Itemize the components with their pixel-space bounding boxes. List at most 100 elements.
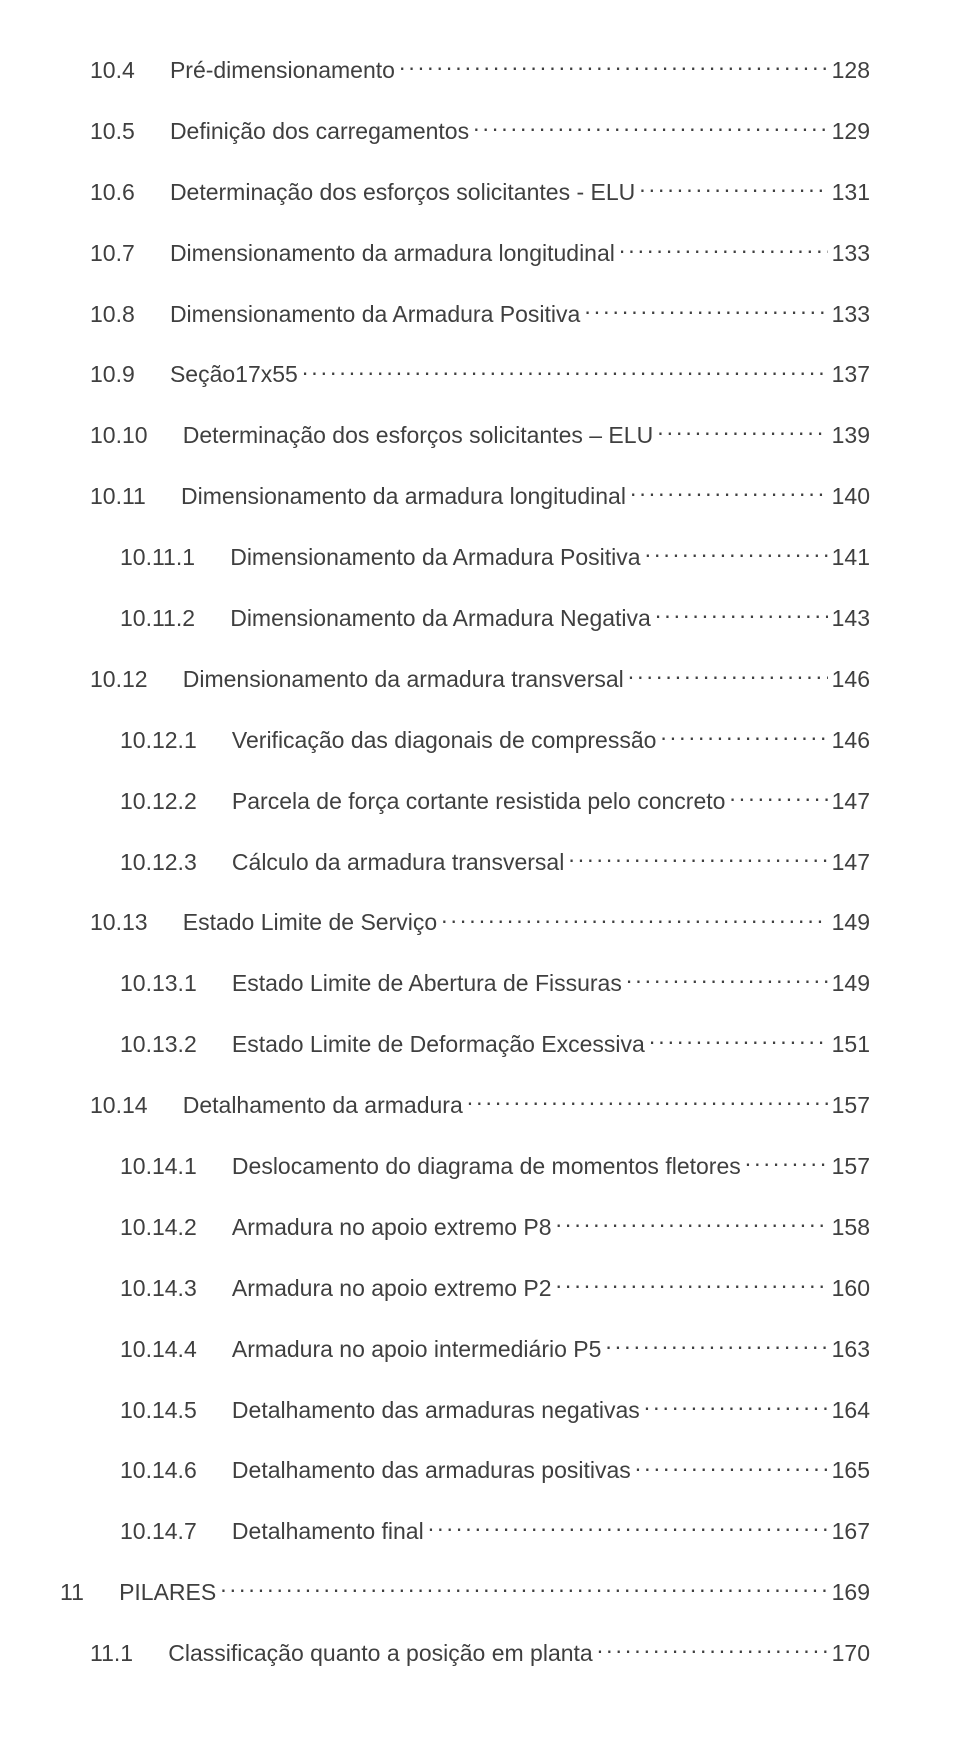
toc-entry-title: Detalhamento final (232, 1517, 424, 1547)
toc-entry-title: Verificação das diagonais de compressão (232, 726, 656, 756)
toc-entry-number: 10.14 (90, 1091, 148, 1121)
toc-entry: 10.14.4 Armadura no apoio intermediário … (60, 1334, 870, 1365)
toc-entry-separator (156, 421, 175, 451)
toc-entry-number: 10.14.1 (120, 1152, 197, 1182)
toc-entry: 10.13.2 Estado Limite de Deformação Exce… (60, 1029, 870, 1060)
toc-entry: 10.4 Pré-dimensionamento 128 (60, 55, 870, 86)
toc-entry-page: 167 (832, 1517, 870, 1547)
toc-entry-number: 10.4 (90, 56, 135, 86)
toc-entry: 10.14.6 Detalhamento das armaduras posit… (60, 1455, 870, 1486)
toc-entry-leader-dots (630, 481, 828, 504)
toc-entry-title: Dimensionamento da armadura longitudinal (181, 482, 626, 512)
toc-entry-separator (205, 1456, 224, 1486)
toc-entry: 10.12.1 Verificação das diagonais de com… (60, 725, 870, 756)
toc-entry-separator (156, 665, 175, 695)
toc-entry-number: 10.7 (90, 239, 135, 269)
toc-entry-separator (143, 56, 162, 86)
toc-entry-leader-dots (597, 1638, 828, 1661)
toc-entry-page: 129 (832, 117, 870, 147)
toc-entry-title: Dimensionamento da armadura transversal (183, 665, 624, 695)
toc-entry-title: Definição dos carregamentos (170, 117, 469, 147)
toc-entry-number: 10.5 (90, 117, 135, 147)
toc-entry-separator (141, 1639, 160, 1669)
toc-entry-page: 170 (832, 1639, 870, 1669)
toc-entry-leader-dots (619, 238, 828, 261)
toc-entry-title: Armadura no apoio extremo P8 (232, 1213, 552, 1243)
toc-entry-leader-dots (657, 420, 827, 443)
toc-entry-leader-dots (584, 299, 827, 322)
toc-entry-number: 11 (60, 1578, 84, 1608)
toc-entry-title: Estado Limite de Deformação Excessiva (232, 1030, 645, 1060)
toc-entry-separator (156, 1091, 175, 1121)
toc-entry-separator (205, 1152, 224, 1182)
toc-entry: 10.11 Dimensionamento da armadura longit… (60, 481, 870, 512)
toc-entry-number: 10.12.2 (120, 787, 197, 817)
toc-entry: 10.5 Definição dos carregamentos 129 (60, 116, 870, 147)
toc-entry-leader-dots (220, 1577, 827, 1600)
toc-entry-title: Armadura no apoio extremo P2 (232, 1274, 552, 1304)
toc-entry: 10.14.3 Armadura no apoio extremo P2 160 (60, 1273, 870, 1304)
toc-entry-title: Parcela de força cortante resistida pelo… (232, 787, 726, 817)
toc-entry-separator (156, 908, 175, 938)
toc-entry-page: 169 (832, 1578, 870, 1608)
toc-entry-title: Estado Limite de Abertura de Fissuras (232, 969, 622, 999)
toc-entry-title: Determinação dos esforços solicitantes -… (170, 178, 635, 208)
toc-entry-separator (205, 1335, 224, 1365)
toc-entry-title: Determinação dos esforços solicitantes –… (183, 421, 653, 451)
toc-entry-page: 131 (832, 178, 870, 208)
toc-entry-page: 157 (832, 1091, 870, 1121)
toc-entry-leader-dots (645, 542, 828, 565)
toc-entry: 10.8 Dimensionamento da Armadura Positiv… (60, 299, 870, 330)
toc-entry-leader-dots (605, 1334, 827, 1357)
toc-entry-page: 146 (832, 665, 870, 695)
toc-entry-number: 10.13 (90, 908, 148, 938)
toc-entry-page: 160 (832, 1274, 870, 1304)
toc-entry-title: Dimensionamento da armadura longitudinal (170, 239, 615, 269)
toc-entry-number: 10.12 (90, 665, 148, 695)
toc-entry-leader-dots (649, 1029, 828, 1052)
toc-entry-number: 10.11.2 (120, 604, 195, 634)
toc-entry-title: Detalhamento das armaduras negativas (232, 1396, 640, 1426)
toc-entry-separator (143, 239, 162, 269)
toc-entry-page: 163 (832, 1335, 870, 1365)
toc-entry-number: 10.8 (90, 300, 135, 330)
toc-entry-leader-dots (655, 603, 828, 626)
toc-entry: 11.1 Classificação quanto a posição em p… (60, 1638, 870, 1669)
toc-entry-leader-dots (568, 847, 827, 870)
toc-entry-separator (205, 1396, 224, 1426)
toc-entry-title: Cálculo da armadura transversal (232, 848, 564, 878)
toc-entry-number: 10.9 (90, 360, 135, 390)
toc-entry: 10.14.5 Detalhamento das armaduras negat… (60, 1395, 870, 1426)
toc-entry-separator (92, 1578, 111, 1608)
toc-entry-title: PILARES (119, 1578, 216, 1608)
toc-entry-separator (205, 726, 224, 756)
toc-entry-leader-dots (628, 664, 828, 687)
toc-entry-number: 10.14.3 (120, 1274, 197, 1304)
toc-entry-title: Detalhamento da armadura (183, 1091, 463, 1121)
toc-entry-page: 139 (832, 421, 870, 451)
toc-entry-leader-dots (745, 1151, 828, 1174)
toc-entry-number: 10.14.7 (120, 1517, 197, 1547)
toc-entry-leader-dots (467, 1090, 828, 1113)
toc-entry-number: 10.13.2 (120, 1030, 197, 1060)
toc-entry-number: 10.10 (90, 421, 148, 451)
toc-entry-leader-dots (428, 1516, 828, 1539)
toc-entry-title: Deslocamento do diagrama de momentos fle… (232, 1152, 741, 1182)
toc-entry-separator (143, 300, 162, 330)
toc-entry-title: Estado Limite de Serviço (183, 908, 437, 938)
toc-entry-separator (143, 360, 162, 390)
toc-entry: 10.13 Estado Limite de Serviço 149 (60, 907, 870, 938)
toc-entry-separator (205, 1213, 224, 1243)
toc-entry-page: 151 (832, 1030, 870, 1060)
toc-entry-separator (205, 1274, 224, 1304)
toc-entry-separator (205, 848, 224, 878)
toc-entry-page: 133 (832, 300, 870, 330)
toc-entry-title: Dimensionamento da Armadura Positiva (170, 300, 580, 330)
toc-entry-separator (154, 482, 173, 512)
toc-entry: 10.6 Determinação dos esforços solicitan… (60, 177, 870, 208)
toc-entry-page: 165 (832, 1456, 870, 1486)
toc-entry-page: 147 (832, 787, 870, 817)
toc-entry: 10.14.2 Armadura no apoio extremo P8 158 (60, 1212, 870, 1243)
toc-entry-page: 147 (832, 848, 870, 878)
toc-entry-page: 158 (832, 1213, 870, 1243)
